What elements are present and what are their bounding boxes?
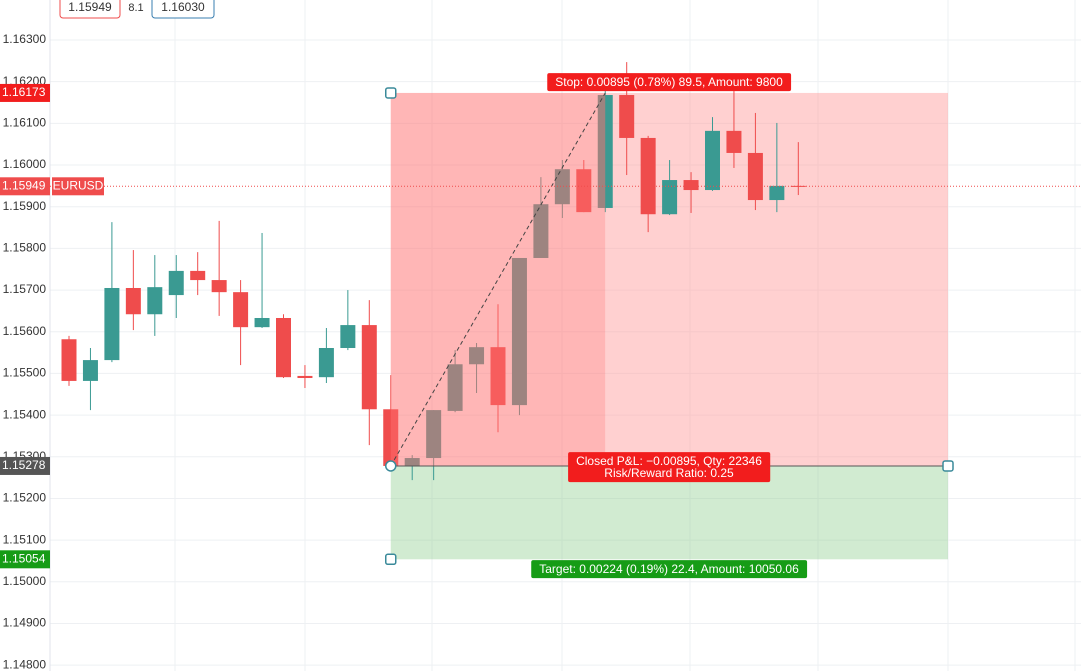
candle-body	[125, 287, 141, 315]
handle	[385, 553, 397, 566]
candle-body	[297, 375, 313, 379]
symbol-tag-box	[52, 177, 104, 196]
y-tick-label: 1.16300	[3, 32, 47, 46]
y-tick-label: 1.15900	[3, 199, 47, 213]
y-tick-label: 1.15500	[3, 366, 47, 380]
y-tick-label: 1.16100	[3, 116, 47, 130]
candle-body	[619, 95, 635, 138]
candle-body	[726, 130, 742, 153]
candle-body	[318, 348, 334, 378]
stop-label-box	[547, 73, 792, 92]
ask: 1.16030	[161, 0, 205, 14]
pnl-label-box	[568, 452, 771, 483]
handle	[385, 87, 397, 99]
price-tag-box	[0, 456, 50, 475]
handle	[942, 460, 954, 472]
candle-body	[190, 270, 206, 281]
candle-body	[168, 270, 184, 296]
candle-body	[104, 287, 120, 361]
y-tick-label: 1.15100	[3, 532, 47, 546]
spread: 8.1	[128, 2, 143, 14]
pnl-label-text: Risk/Reward Ratio: 0.25	[604, 466, 734, 480]
price-tag: 1.16173	[2, 85, 46, 99]
trade-path	[390, 92, 606, 467]
bid-box	[59, 0, 121, 19]
candle-body	[790, 185, 806, 187]
y-tick-label: 1.15000	[3, 574, 47, 588]
y-tick-label: 1.16000	[3, 157, 47, 171]
y-tick-label: 1.15800	[3, 241, 47, 255]
y-tick-label: 1.15200	[3, 491, 47, 505]
pnl-label: Closed P&L: −0.00895, Qty: 22346Risk/Rew…	[568, 452, 771, 483]
candle-body	[233, 292, 249, 328]
target-label-text: Target: 0.00224 (0.19%) 22.4, Amount: 10…	[539, 562, 799, 576]
y-tick-label: 1.15600	[3, 324, 47, 338]
price-tag: 1.15949	[2, 178, 46, 192]
y-tick-label: 1.14900	[3, 616, 47, 630]
candle-body	[705, 130, 720, 191]
price-tag: 1.15278	[2, 458, 46, 472]
price-tag-box	[0, 177, 50, 196]
candle-body	[747, 152, 763, 201]
candle-body	[254, 317, 270, 328]
candle-body	[147, 287, 163, 315]
pnl-label-text: Closed P&L: −0.00895, Qty: 22346	[576, 454, 762, 468]
y-tick-label: 1.14800	[3, 657, 47, 671]
symbol-tag: EURUSD	[53, 178, 104, 192]
candle-body	[340, 325, 356, 349]
price-tag: 1.15054	[2, 551, 46, 565]
candle-body	[769, 185, 785, 201]
candle-body	[361, 325, 377, 410]
target-label: Target: 0.00224 (0.19%) 22.4, Amount: 10…	[531, 560, 808, 579]
candle-body	[683, 180, 699, 191]
candle-body	[662, 180, 678, 215]
candle-body	[61, 339, 77, 381]
candle-body	[82, 360, 98, 381]
handle	[385, 460, 397, 472]
stop-label: Stop: 0.00895 (0.78%) 89.5, Amount: 9800	[547, 73, 792, 92]
candle-body	[276, 317, 291, 378]
candle-body	[640, 137, 656, 215]
y-tick-label: 1.15700	[3, 282, 47, 296]
stop-label-text: Stop: 0.00895 (0.78%) 89.5, Amount: 9800	[555, 75, 783, 89]
target-label-box	[531, 560, 808, 579]
price-tag-box	[0, 550, 50, 569]
y-tick-label: 1.15400	[3, 407, 47, 421]
ask-box	[151, 0, 215, 19]
bid: 1.15949	[68, 0, 112, 14]
price-tag-box	[0, 83, 50, 102]
candle-body	[211, 280, 227, 293]
